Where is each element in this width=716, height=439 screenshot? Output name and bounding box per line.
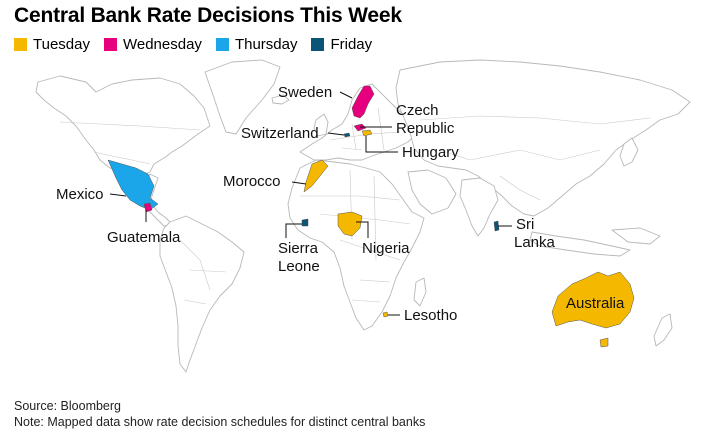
label-sri-lanka-2: Lanka — [514, 234, 556, 251]
label-hungary: Hungary — [402, 144, 459, 161]
legend-swatch-tuesday — [14, 38, 27, 51]
country-tasmania — [599, 337, 609, 348]
legend-item-wednesday: Wednesday — [103, 36, 202, 53]
source-text: Source: Bloomberg — [14, 399, 122, 413]
land-new-guinea — [611, 227, 661, 245]
border-us-canada — [59, 121, 201, 131]
label-lesotho: Lesotho — [404, 307, 457, 324]
land-japan — [619, 137, 639, 167]
note-text: Note: Mapped data show rate decision sch… — [14, 415, 426, 429]
label-australia: Australia — [566, 295, 625, 312]
border-south-america — [179, 239, 227, 305]
land-greenland — [204, 59, 281, 135]
country-hungary — [361, 129, 373, 137]
country-sierra-leone — [301, 218, 309, 227]
land-arabia — [407, 169, 457, 215]
leader-nigeria — [356, 221, 369, 238]
leader-switzerland — [327, 132, 345, 136]
border-us-mexico — [93, 151, 151, 165]
leader-sierra-leone — [285, 223, 302, 238]
land-base — [35, 59, 691, 373]
land-uk — [313, 113, 329, 137]
legend-swatch-friday — [311, 38, 325, 51]
land-asia — [395, 59, 691, 217]
legend-item-tuesday: Tuesday — [14, 36, 90, 53]
country-australia — [551, 271, 635, 329]
legend-swatch-wednesday — [103, 38, 117, 51]
land-africa — [287, 159, 425, 331]
country-nigeria — [337, 211, 363, 237]
legend-item-friday: Friday — [311, 36, 372, 53]
label-czech-1: Czech — [396, 102, 439, 119]
land-new-zealand — [653, 313, 673, 347]
land-madagascar — [413, 277, 427, 307]
label-switzerland: Switzerland — [241, 125, 319, 142]
land-south-america — [159, 215, 245, 373]
chart-title: Central Bank Rate Decisions This Week — [14, 4, 402, 27]
label-guatemala: Guatemala — [107, 229, 181, 246]
country-switzerland — [343, 132, 351, 138]
border-africa-2 — [349, 169, 391, 303]
leader-hungary — [365, 136, 398, 153]
country-sweden — [351, 85, 375, 119]
label-mexico: Mexico — [56, 186, 104, 203]
land-north-america — [35, 75, 211, 177]
label-morocco: Morocco — [223, 173, 281, 190]
label-sweden: Sweden — [278, 84, 332, 101]
legend-label-wednesday: Wednesday — [122, 36, 202, 53]
leader-mexico — [109, 193, 127, 197]
country-mexico — [107, 159, 159, 211]
leader-lines — [109, 91, 512, 316]
legend-label-friday: Friday — [330, 36, 373, 53]
country-guatemala — [143, 202, 153, 213]
leader-sweden — [339, 91, 353, 99]
highlighted-countries — [107, 85, 635, 348]
country-lesotho — [382, 311, 389, 318]
land-india — [459, 177, 499, 237]
label-czech-2: Republic — [396, 120, 455, 137]
border-asia-1 — [419, 115, 651, 125]
legend: Tuesday Wednesday Thursday Friday — [14, 36, 372, 53]
footer: Source: Bloomberg Note: Mapped data show… — [14, 398, 425, 430]
legend-label-tuesday: Tuesday — [33, 36, 90, 53]
label-nigeria: Nigeria — [362, 240, 410, 257]
leader-morocco — [291, 181, 307, 185]
legend-swatch-thursday — [215, 38, 229, 51]
land-iceland — [271, 94, 290, 105]
label-sierra-leone-2: Leone — [278, 258, 320, 275]
label-sierra-leone-1: Sierra — [278, 240, 319, 257]
country-labels: Sweden Czech Republic Switzerland Hungar… — [56, 84, 625, 324]
border-asia-2 — [439, 149, 601, 201]
label-sri-lanka-1: Sri — [516, 216, 534, 233]
legend-label-thursday: Thursday — [234, 36, 298, 53]
land-indonesia — [529, 231, 631, 257]
legend-item-thursday: Thursday — [215, 36, 298, 53]
country-sri-lanka — [493, 220, 500, 232]
